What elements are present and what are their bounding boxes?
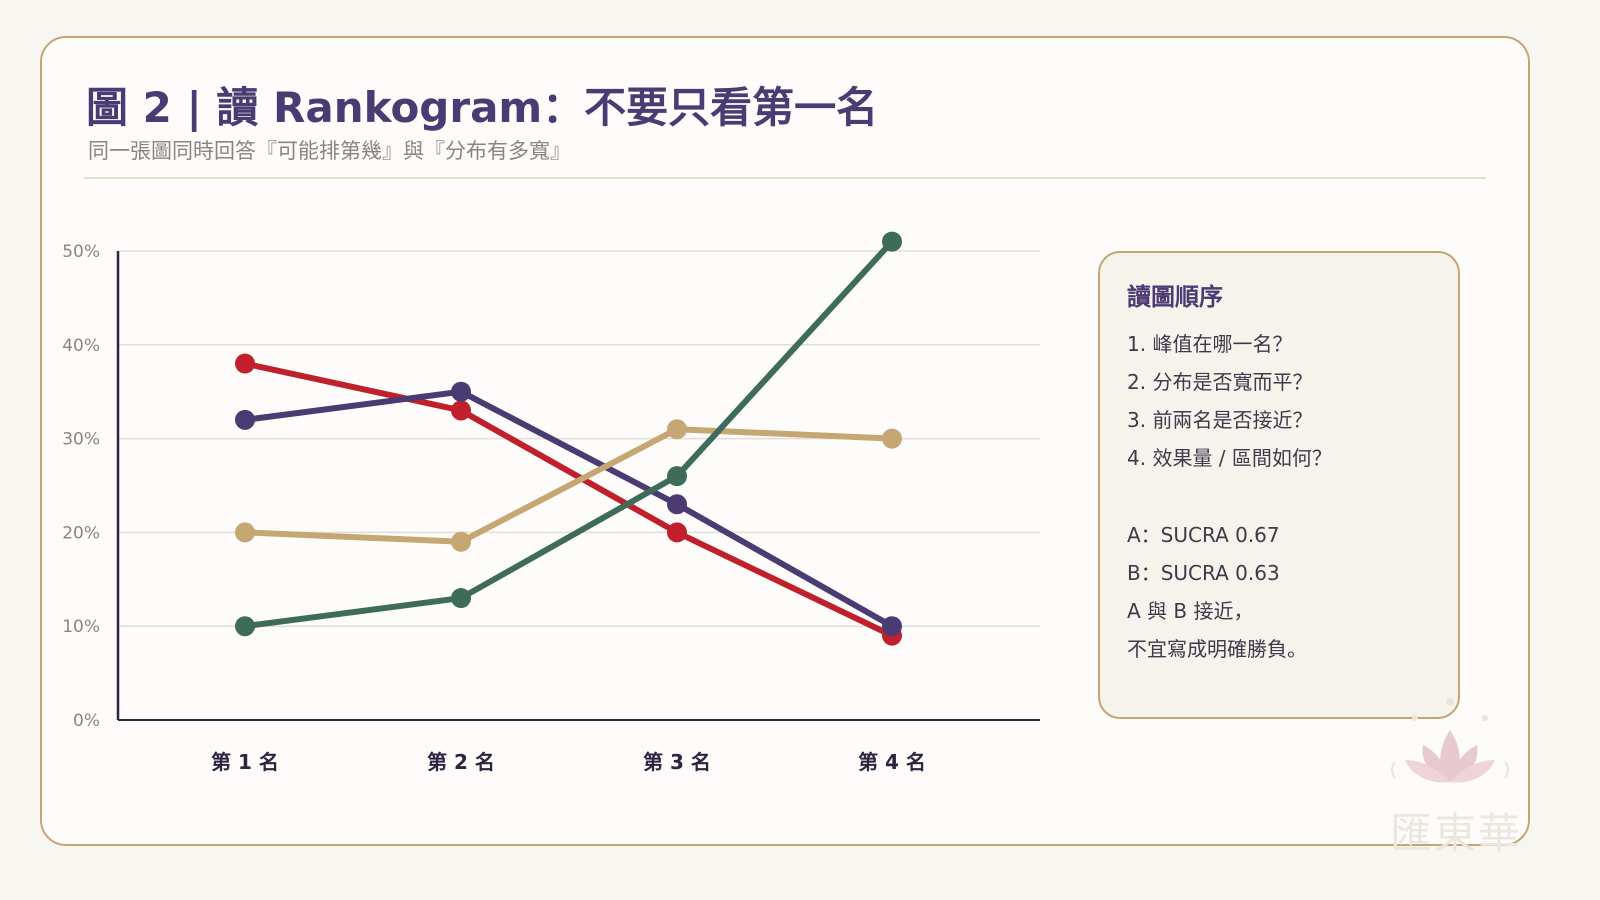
- note-line-2: 不宜寫成明確勝負。: [1127, 637, 1307, 661]
- panel-title: 讀圖順序: [1127, 283, 1223, 311]
- x-tick-label: 第 1 名: [211, 750, 279, 774]
- series-2: [235, 381, 902, 637]
- y-tick-label: 10%: [62, 617, 100, 637]
- lotus-icon: [1391, 698, 1509, 783]
- page-subtitle: 同一張圖同時回答『可能排第幾』與『分布有多寬』: [88, 139, 571, 163]
- data-point: [451, 400, 471, 421]
- x-tick-label: 第 4 名: [858, 750, 926, 774]
- sucra-b: B：SUCRA 0.63: [1127, 561, 1280, 585]
- guide-step-4: 4. 效果量 / 區間如何？: [1127, 446, 1332, 470]
- x-tick-label: 第 3 名: [643, 750, 711, 774]
- y-tick-label: 50%: [62, 242, 100, 262]
- data-point: [882, 616, 902, 637]
- guide-step-3: 3. 前兩名是否接近？: [1127, 408, 1313, 432]
- guide-step-2: 2. 分布是否寬而平？: [1127, 370, 1313, 394]
- series-3: [235, 419, 902, 552]
- data-point: [667, 466, 687, 487]
- series-1: [235, 353, 902, 646]
- y-tick-label: 0%: [73, 711, 100, 731]
- y-tick-label: 20%: [62, 523, 100, 543]
- data-point: [882, 231, 902, 252]
- series-4: [235, 231, 902, 637]
- page-title: 圖 2 | 讀 Rankogram：不要只看第一名: [86, 83, 879, 132]
- data-point: [882, 428, 902, 449]
- x-tick-label: 第 2 名: [427, 750, 495, 774]
- data-point: [235, 616, 255, 637]
- reading-guide-panel: 讀圖順序 1. 峰值在哪一名？ 2. 分布是否寬而平？ 3. 前兩名是否接近？ …: [1098, 251, 1460, 719]
- y-tick-label: 40%: [62, 336, 100, 356]
- y-tick-label: 30%: [62, 430, 100, 450]
- series-lines: [235, 231, 902, 646]
- data-point: [667, 522, 687, 543]
- data-point: [235, 353, 255, 374]
- x-tick-labels: 第 1 名 第 2 名 第 3 名 第 4 名: [211, 750, 926, 774]
- data-point: [451, 588, 471, 609]
- sucra-a: A：SUCRA 0.67: [1127, 523, 1280, 547]
- axes: [116, 251, 1040, 721]
- header-divider: [84, 177, 1486, 179]
- data-point: [667, 494, 687, 515]
- series-line: [242, 388, 895, 630]
- guide-step-1: 1. 峰值在哪一名？: [1127, 332, 1293, 356]
- data-point: [235, 522, 255, 543]
- series-line: [242, 360, 895, 639]
- data-point: [451, 381, 471, 402]
- y-tick-labels: 0% 10% 20% 30% 40% 50%: [62, 242, 100, 731]
- series-line: [242, 238, 895, 630]
- series-line: [242, 426, 895, 545]
- data-point: [451, 531, 471, 552]
- data-point: [667, 419, 687, 440]
- data-point: [235, 409, 255, 430]
- watermark-text: 匯東華: [1390, 809, 1523, 858]
- note-line-1: A 與 B 接近，: [1127, 599, 1254, 623]
